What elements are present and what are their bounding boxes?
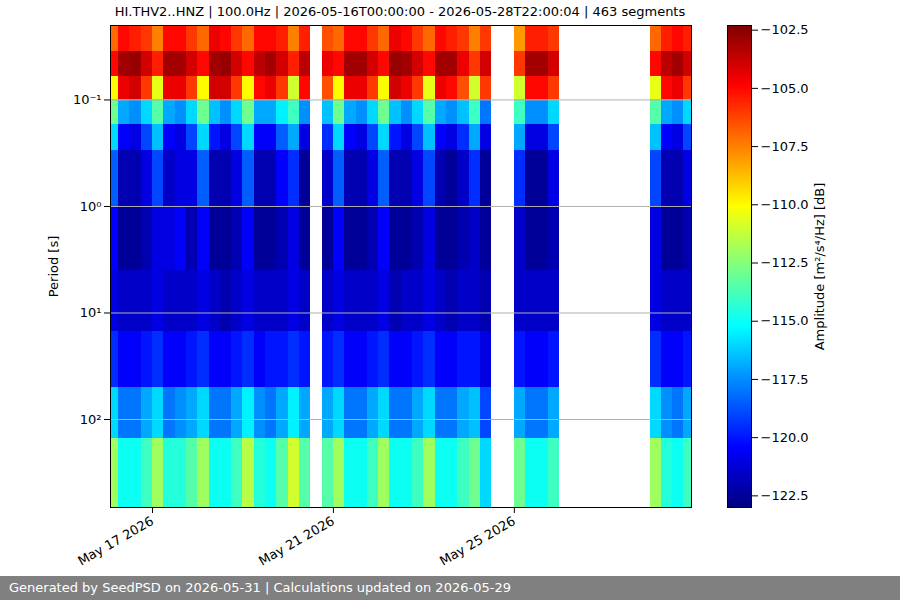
- svg-text:−102.5: −102.5: [761, 22, 809, 37]
- html-text:HI.THV2..HNZ | 100.0Hz | 2026-: HI.THV2..HNZ | 100.0Hz | 2026-05-16T00:0…: [114, 4, 686, 19]
- svg-text:−122.5: −122.5: [761, 488, 809, 503]
- svg-text:10²: 10²: [80, 412, 102, 427]
- svg-text:−107.5: −107.5: [761, 139, 809, 154]
- html-text:Generated by SeedPSD on 2026-0: Generated by SeedPSD on 2026-05-31 | Cal…: [9, 580, 511, 595]
- svg-text:May 25 2026: May 25 2026: [437, 513, 518, 568]
- svg-text:Amplitude [m²/s⁴/Hz] [dB]: Amplitude [m²/s⁴/Hz] [dB]: [812, 183, 827, 351]
- svg-text:May 21 2026: May 21 2026: [256, 513, 337, 568]
- svg-text:−120.0: −120.0: [761, 430, 809, 445]
- svg-text:−115.0: −115.0: [761, 313, 809, 328]
- svg-text:10¹: 10¹: [80, 305, 102, 320]
- svg-text:10⁻¹: 10⁻¹: [73, 92, 102, 107]
- svg-text:−117.5: −117.5: [761, 372, 809, 387]
- svg-text:−110.0: −110.0: [761, 197, 809, 212]
- svg-text:−112.5: −112.5: [761, 255, 809, 270]
- svg-text:May 17 2026: May 17 2026: [75, 513, 156, 568]
- svg-text:Period [s]: Period [s]: [46, 236, 61, 298]
- svg-text:10⁰: 10⁰: [80, 199, 102, 214]
- svg-text:−105.0: −105.0: [761, 81, 809, 96]
